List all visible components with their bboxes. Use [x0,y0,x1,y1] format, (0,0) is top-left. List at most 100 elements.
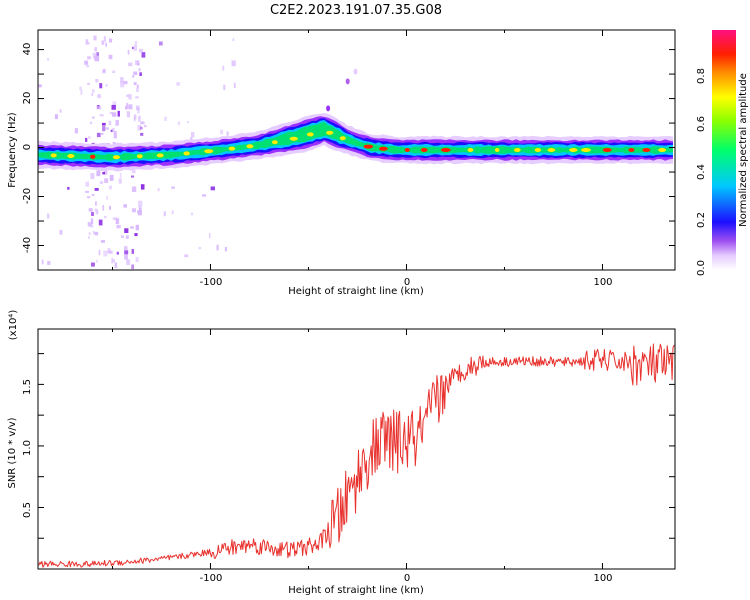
noise-speck [130,226,134,229]
artifact-speck [326,105,331,112]
noise-speck [110,129,113,132]
spectrogram-xtick-0: 0 [404,277,410,288]
noise-speck [177,121,180,126]
noise-speck [85,137,88,142]
noise-speck [104,169,108,175]
noise-speck [59,229,63,235]
noise-speck [79,86,82,91]
noise-speck [208,232,211,239]
noise-speck [94,188,99,191]
noise-speck [171,210,174,215]
noise-speck [139,208,142,213]
noise-speck [131,208,136,213]
ridge-hotspot [547,148,556,152]
spectrogram-ytick-neg40: -40 [22,237,33,253]
noise-speck [95,210,99,215]
noise-speck [123,80,128,85]
noise-speck [134,233,138,237]
noise-speck [128,94,132,100]
snr-frame [37,328,676,570]
noise-speck [99,114,104,117]
noise-speck [85,65,90,68]
noise-speck [54,114,58,120]
noise-speck [96,52,99,56]
spectrogram-ylabel: Frequency (Hz) [7,112,18,188]
noise-speck [137,210,142,216]
noise-speck [87,82,90,85]
noise-speck [102,126,106,132]
snr-xlabel: Height of straight line (km) [288,585,424,596]
noise-speck [138,48,143,53]
noise-speck [92,89,95,93]
noise-speck [87,56,91,60]
noise-speck [190,212,194,216]
snr-ytick-1-5: 1.5 [22,379,33,395]
snr-scale-label: (x10⁴) [8,310,19,341]
noise-speck [47,213,50,219]
noise-speck [103,36,106,42]
noise-speck [124,228,129,233]
noise-speck [112,112,117,117]
spectrogram-frame [37,29,676,271]
noise-speck [98,219,103,226]
noise-speck [118,178,122,184]
noise-speck [103,68,106,73]
noise-speck [105,127,109,130]
spectrogram-ytick-0: 0 [22,144,33,150]
spectrogram-ytick-40: 40 [22,43,33,56]
ridge-hotspot [112,155,120,160]
artifact-speck [345,78,350,85]
noise-speck [184,254,189,258]
noise-speck [120,77,124,83]
noise-speck [109,38,113,43]
noise-speck [87,196,91,199]
noise-speck [119,173,122,178]
ridge-hotspot [467,148,474,152]
noise-speck [90,218,94,225]
noise-speck [216,244,219,251]
noise-speck [107,251,111,254]
noise-speck [115,120,119,126]
noise-speck [67,187,70,190]
ridge-hotspot [440,148,451,152]
noise-speck [226,131,229,136]
noise-speck [133,114,137,120]
noise-speck [105,84,108,87]
noise-speck [111,104,116,110]
noise-speck [132,46,134,50]
noise-speck [41,259,44,265]
noise-speck [94,56,98,61]
snr-xtick-0: 0 [404,573,410,584]
colorbar-label: Normalized spectral amplitude [738,73,749,227]
noise-speck [220,129,224,135]
noise-speck [101,133,104,136]
noise-speck [97,94,101,99]
noise-speck [109,250,113,254]
noise-speck [59,109,62,113]
noise-speck [202,194,207,197]
noise-speck [91,262,95,267]
ridge-hotspot [228,146,236,151]
ridge-hotspot [379,146,388,151]
noise-speck [96,132,101,138]
ridge-hotspot [136,154,143,159]
noise-speck [128,104,133,110]
colorbar-tick-0-2: 0.2 [696,212,707,228]
noise-speck [93,231,95,235]
noise-speck [135,257,139,263]
noise-speck [94,47,98,52]
noise-speck [95,79,99,83]
noise-speck [127,49,130,55]
noise-speck [223,84,226,91]
ridge-hotspot [658,148,667,152]
ridge-hotspot [581,148,591,152]
colorbar-tick-0-6: 0.6 [696,116,707,132]
ridge-hotspot [513,148,521,152]
ridge-hotspot [494,148,500,152]
noise-speck [105,42,107,46]
colorbar-gradient [712,30,736,270]
noise-speck [38,84,42,88]
noise-speck [140,121,145,125]
noise-speck [113,133,117,139]
colorbar-tick-0: 0.0 [696,260,707,276]
